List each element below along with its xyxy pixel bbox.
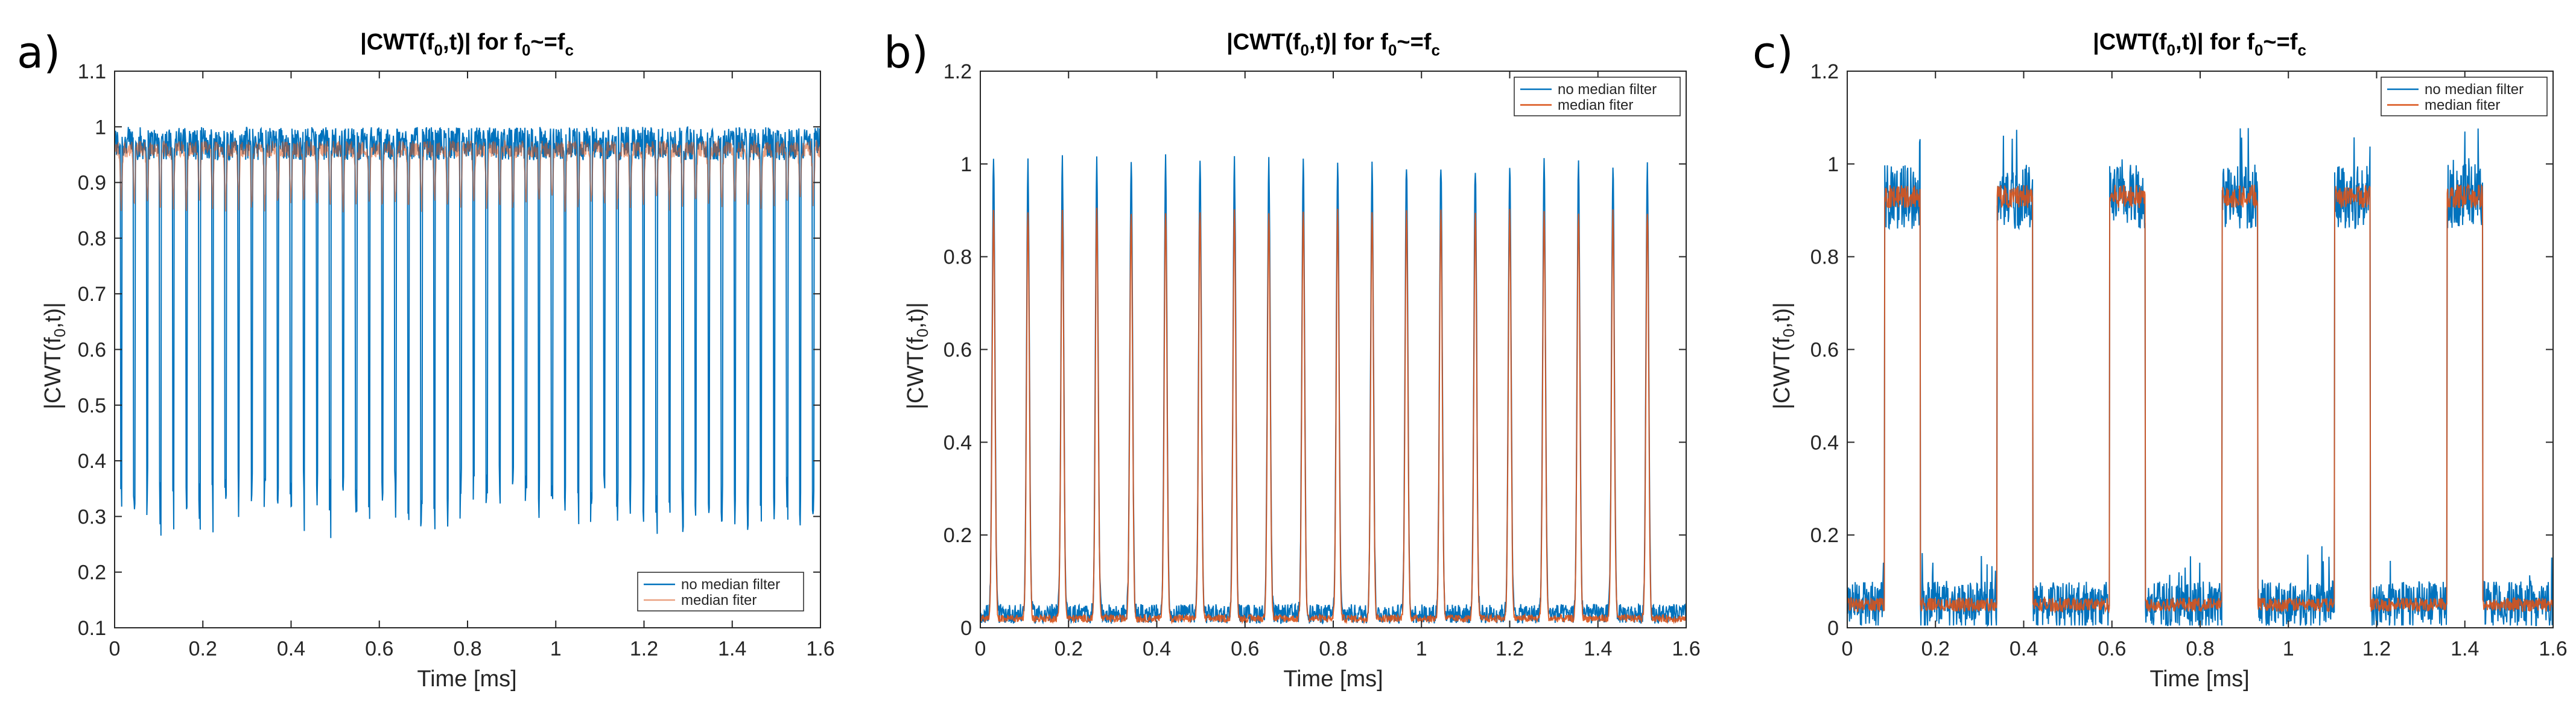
y-tick-label: 0.2 [944,524,972,547]
x-tick-label: 1 [550,637,562,660]
legend-label: no median filter [2425,81,2524,98]
x-tick-label: 1 [2283,637,2294,660]
plot-area [115,71,820,628]
x-tick-label: 1.6 [806,637,834,660]
x-tick-label: 0.6 [2098,637,2126,660]
x-tick-label: 0.8 [2186,637,2214,660]
x-tick-label: 1.4 [1584,637,1612,660]
legend-box [1514,77,1681,116]
y-tick-label: 0.4 [1810,431,1839,454]
y-tick-label: 0.3 [78,505,106,528]
y-tick-label: 1.2 [1810,60,1839,83]
y-tick-label: 0.8 [944,246,972,269]
x-tick-label: 1.2 [1496,637,1524,660]
x-tick-label: 1.6 [1672,637,1700,660]
panel-a-ylabel: |CWT(f0,t)| [40,302,69,409]
y-tick-label: 1.2 [944,60,972,83]
x-tick-label: 0 [109,637,121,660]
x-tick-label: 0.6 [1231,637,1259,660]
y-tick-label: 0.6 [944,339,972,362]
panel-b-ylabel: |CWT(f0,t)| [903,302,931,409]
panel-c-xlabel: Time [ms] [2149,666,2249,692]
x-tick-label: 0.2 [1921,637,1950,660]
x-tick-label: 0.4 [2010,637,2038,660]
x-tick-label: 0.8 [453,637,481,660]
x-tick-label: 0 [1842,637,1853,660]
x-tick-label: 1.4 [2451,637,2479,660]
panel-a-title: |CWT(f0,t)| for f0~=fc [360,30,574,59]
x-tick-label: 1.2 [630,637,658,660]
y-tick-label: 0.5 [78,394,106,417]
legend-box [637,572,804,611]
y-tick-label: 0.7 [78,283,106,306]
panel-a-xlabel: Time [ms] [417,666,516,692]
panel-c-title: |CWT(f0,t)| for f0~=fc [2093,30,2306,59]
panel-b: b) |CWT(f0,t)| for f0~=fc |CWT(f0,t)| Ti… [884,27,1701,692]
y-tick-label: 1 [95,116,106,139]
y-tick-label: 0.2 [1810,524,1839,547]
panel-a-letter: a) [17,27,60,78]
y-tick-label: 0.6 [1810,339,1839,362]
series-line-median-fiter [980,207,1686,625]
y-tick-label: 0.4 [944,431,972,454]
y-tick-label: 0.8 [78,227,106,250]
x-tick-label: 0.2 [1055,637,1083,660]
y-tick-label: 1 [1827,153,1839,176]
y-tick-label: 0 [1827,617,1839,640]
y-tick-label: 0.1 [78,617,106,640]
x-tick-label: 0.8 [1319,637,1347,660]
y-tick-label: 0.2 [78,561,106,584]
panel-b-xlabel: Time [ms] [1283,666,1383,692]
panel-c: c) |CWT(f0,t)| for f0~=fc |CWT(f0,t)| Ti… [1753,27,2568,692]
x-tick-label: 0.4 [1143,637,1171,660]
x-tick-label: 0.4 [277,637,305,660]
panel-b-title: |CWT(f0,t)| for f0~=fc [1226,30,1440,59]
x-tick-label: 0 [975,637,986,660]
panel-b-letter: b) [884,27,928,78]
legend-label: median fiter [1558,97,1633,113]
y-tick-label: 1 [960,153,972,176]
x-tick-label: 1 [1416,637,1427,660]
series-line-median-fiter [115,139,820,213]
legend-label: median fiter [681,592,757,608]
x-tick-label: 0.6 [365,637,393,660]
plot-area [1847,71,2553,628]
y-tick-label: 0.6 [78,339,106,362]
panel-a: a) |CWT(f0,t)| for f0~=fc |CWT(f0,t)| Ti… [17,27,835,692]
legend-label: median fiter [2425,97,2500,113]
x-tick-label: 1.6 [2539,637,2567,660]
legend-box [2381,77,2548,116]
x-tick-label: 1.4 [718,637,746,660]
y-tick-label: 0.4 [78,450,106,473]
y-tick-label: 0.8 [1810,246,1839,269]
series-line-median-fiter [1847,183,2553,614]
panel-c-letter: c) [1753,27,1794,78]
legend-label: no median filter [681,577,780,593]
y-tick-label: 1.1 [78,60,106,83]
y-tick-label: 0 [960,617,972,640]
x-tick-label: 1.2 [2362,637,2391,660]
legend-label: no median filter [1558,81,1657,98]
panel-c-ylabel: |CWT(f0,t)| [1769,302,1798,409]
x-tick-label: 0.2 [189,637,217,660]
y-tick-label: 0.9 [78,172,106,195]
